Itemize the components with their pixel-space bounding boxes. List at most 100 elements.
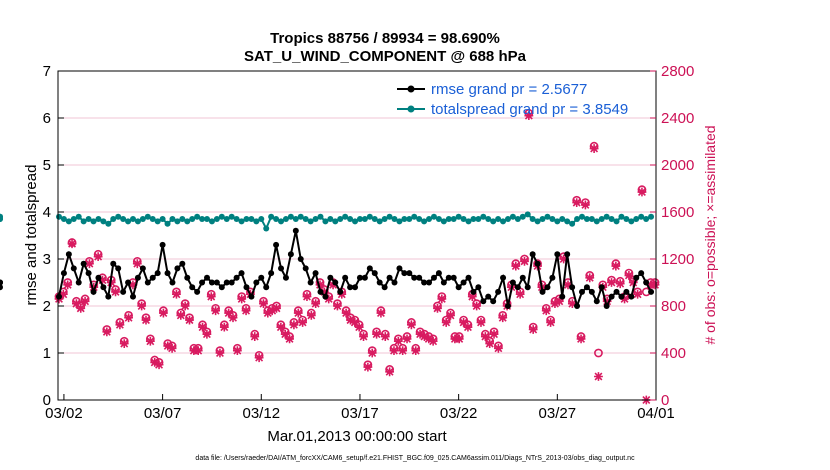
gridlines <box>58 117 656 354</box>
rmse-point <box>559 293 566 300</box>
rmse-point <box>500 274 507 281</box>
rmse-point <box>445 274 452 281</box>
totalspread-point <box>529 216 536 223</box>
rmse-point <box>0 284 3 291</box>
obs-assimilated-marker <box>224 308 234 318</box>
obs-assimilated-marker <box>71 299 81 309</box>
rmse-point <box>194 288 201 295</box>
obs-assimilated-marker <box>85 259 94 269</box>
rmse-point <box>356 274 363 281</box>
obs-assimilated-marker <box>354 322 364 332</box>
y-right-tick-label: 800 <box>661 298 686 315</box>
totalspread-point <box>90 218 97 225</box>
x-tick-label: 03/02 <box>45 405 83 422</box>
obs-assimilated-marker <box>293 308 303 318</box>
obs-assimilated-marker <box>63 280 73 290</box>
totalspread-point <box>495 216 502 223</box>
totalspread-point <box>549 216 556 223</box>
rmse-point <box>115 265 122 272</box>
totalspread-point <box>204 216 211 223</box>
totalspread-point <box>534 218 541 225</box>
rmse-point <box>440 279 447 286</box>
totalspread-point <box>500 218 507 225</box>
obs-assimilated-marker <box>559 254 569 264</box>
totalspread-point <box>282 216 289 223</box>
obs-assimilated-marker <box>607 278 616 287</box>
rmse-point <box>149 274 156 281</box>
obs-assimilated-marker <box>359 332 368 341</box>
rmse-point <box>401 270 408 277</box>
rmse-point <box>70 265 77 272</box>
rmse-point <box>628 293 635 300</box>
rmse-point <box>465 274 472 281</box>
rmse-point <box>125 279 132 286</box>
obs-assimilated-marker <box>520 256 529 266</box>
obs-assimilated-marker <box>563 280 573 290</box>
totalspread-point <box>164 220 171 227</box>
chart-title-line2: SAT_U_WIND_COMPONENT @ 688 hPa <box>244 48 527 65</box>
rmse-point <box>144 279 151 286</box>
x-tick-label: 03/12 <box>243 405 281 422</box>
rmse-series <box>0 227 655 310</box>
rmse-point <box>184 274 191 281</box>
totalspread-point <box>65 218 72 225</box>
legend: rmse grand pr = 2.5677 totalspread grand… <box>397 81 628 118</box>
obs-assimilated-marker <box>180 301 190 311</box>
y-axis-left-ticks: 0 1 2 3 4 5 6 7 <box>43 63 64 409</box>
totalspread-point <box>376 218 383 225</box>
obs-assimilated-marker <box>80 296 90 306</box>
obs-assimilated-marker <box>463 322 473 332</box>
y-right-tick-label: 1600 <box>661 204 694 221</box>
obs-assimilated-marker <box>89 282 99 292</box>
totalspread-point <box>465 218 472 225</box>
obs-assimilated-marker <box>585 273 595 283</box>
totalspread-point <box>598 216 605 223</box>
obs-assimilated-marker <box>376 308 386 318</box>
totalspread-point <box>430 213 437 220</box>
obs-assimilated-marker <box>476 318 486 327</box>
rmse-point <box>519 274 526 281</box>
totalspread-point <box>426 216 433 223</box>
obs-assimilated-marker <box>311 299 321 309</box>
totalspread-point <box>504 216 511 223</box>
obs-assimilated-marker <box>241 306 251 316</box>
rmse-point <box>327 274 334 281</box>
rmse-point <box>593 298 600 305</box>
obs-assimilated-marker <box>250 332 260 341</box>
rmse-point <box>273 241 280 248</box>
totalspread-point <box>485 216 492 223</box>
rmse-point <box>139 265 146 272</box>
totalspread-point <box>356 216 363 223</box>
obs-assimilated-marker <box>185 315 194 325</box>
obs-assimilated-marker <box>298 318 308 327</box>
obs-assimilated-marker <box>363 362 373 372</box>
rmse-point <box>292 227 299 234</box>
rmse-point <box>435 270 442 277</box>
rmse-point <box>534 260 541 267</box>
totalspread-point <box>583 216 590 223</box>
rmse-point <box>312 270 319 277</box>
totalspread-point <box>564 218 571 225</box>
totalspread-point <box>317 213 324 220</box>
totalspread-point <box>208 218 215 225</box>
totalspread-point <box>643 216 650 223</box>
rmse-point <box>421 279 428 286</box>
y-right-tick-label: 1200 <box>661 251 694 268</box>
rmse-point <box>90 288 97 295</box>
obs-assimilated-marker <box>137 301 147 311</box>
rmse-point <box>218 284 225 291</box>
obs-assimilated-marker <box>111 287 120 297</box>
totalspread-point <box>213 216 220 223</box>
totalspread-point <box>450 216 457 223</box>
totalspread-point <box>243 216 250 223</box>
x-tick-label: 03/22 <box>440 405 478 422</box>
legend-spread-label: totalspread grand pr = 3.8549 <box>431 101 628 118</box>
rmse-point <box>174 265 181 272</box>
rmse-point <box>238 270 245 277</box>
totalspread-point <box>194 213 201 220</box>
totalspread-point <box>366 213 373 220</box>
obs-assimilated-marker <box>493 343 503 353</box>
totalspread-point <box>332 218 339 225</box>
totalspread-point <box>628 218 635 225</box>
rmse-point <box>386 274 393 281</box>
